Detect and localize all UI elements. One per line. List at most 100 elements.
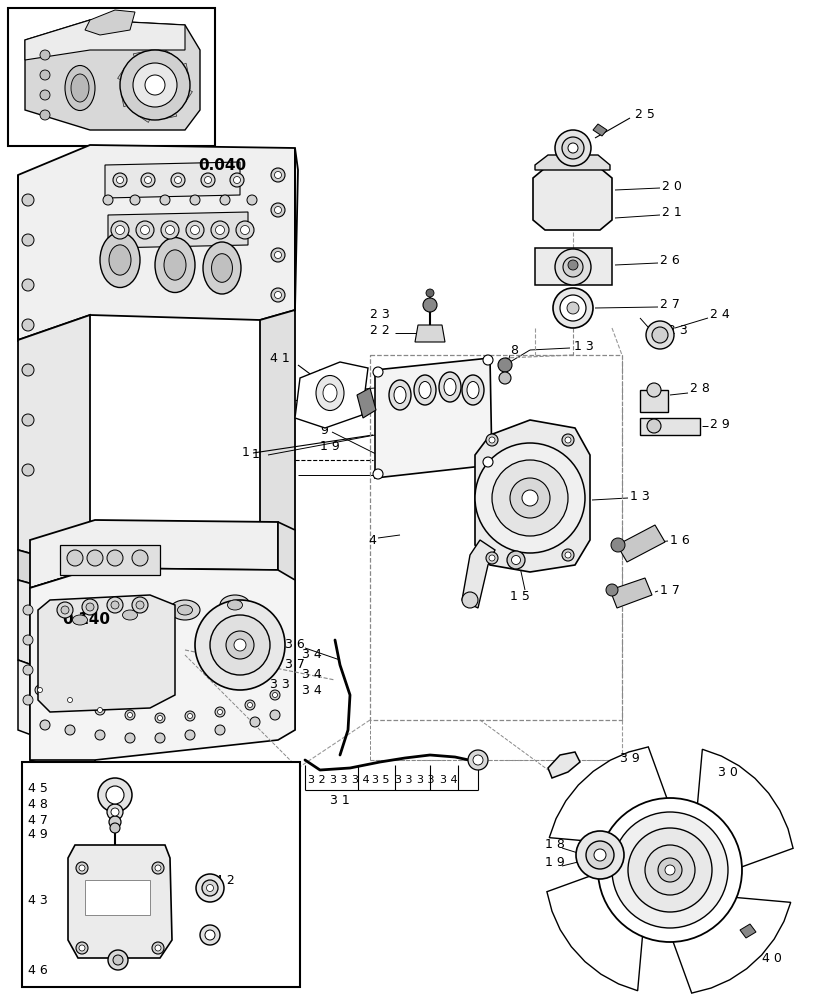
- Circle shape: [274, 172, 282, 178]
- Circle shape: [111, 808, 119, 816]
- Circle shape: [190, 195, 200, 205]
- Circle shape: [103, 195, 113, 205]
- Circle shape: [274, 292, 282, 298]
- Circle shape: [57, 602, 73, 618]
- Circle shape: [40, 70, 50, 80]
- Circle shape: [211, 221, 229, 239]
- Polygon shape: [18, 560, 295, 685]
- Circle shape: [475, 443, 585, 553]
- Ellipse shape: [439, 372, 461, 402]
- Text: 3 6: 3 6: [285, 639, 304, 652]
- Circle shape: [152, 862, 164, 874]
- Text: 3 3: 3 3: [270, 678, 290, 692]
- Circle shape: [127, 712, 132, 718]
- Polygon shape: [30, 520, 278, 588]
- Circle shape: [38, 688, 42, 692]
- Text: 4 6: 4 6: [28, 964, 48, 976]
- Text: 8: 8: [510, 344, 518, 357]
- Ellipse shape: [203, 242, 241, 294]
- Circle shape: [568, 143, 578, 153]
- Circle shape: [565, 437, 571, 443]
- Text: 3 5: 3 5: [372, 775, 389, 785]
- Circle shape: [133, 63, 177, 107]
- Circle shape: [652, 327, 668, 343]
- Circle shape: [565, 552, 571, 558]
- Ellipse shape: [462, 375, 484, 405]
- Ellipse shape: [444, 378, 456, 395]
- Circle shape: [498, 358, 512, 372]
- Circle shape: [111, 601, 119, 609]
- Circle shape: [130, 195, 140, 205]
- Circle shape: [230, 173, 244, 187]
- Circle shape: [658, 858, 682, 882]
- Circle shape: [185, 730, 195, 740]
- Circle shape: [107, 597, 123, 613]
- Circle shape: [125, 710, 135, 720]
- Circle shape: [40, 720, 50, 730]
- Text: 2 9: 2 9: [710, 418, 730, 432]
- Text: 2 3: 2 3: [668, 324, 688, 336]
- Text: 3 3: 3 3: [330, 775, 348, 785]
- Text: 4 2: 4 2: [215, 874, 235, 886]
- Polygon shape: [155, 48, 172, 66]
- Text: 4 5: 4 5: [28, 782, 48, 794]
- Text: 3 2: 3 2: [308, 775, 326, 785]
- Bar: [370, 355, 622, 720]
- Text: 1 6: 1 6: [670, 534, 690, 546]
- Text: 3 3: 3 3: [417, 775, 434, 785]
- Text: 3 4: 3 4: [440, 775, 458, 785]
- Circle shape: [489, 437, 495, 443]
- Circle shape: [462, 592, 478, 608]
- Polygon shape: [18, 145, 298, 340]
- Circle shape: [486, 552, 498, 564]
- Text: 1 9: 1 9: [545, 856, 565, 868]
- Text: 3 0: 3 0: [718, 766, 738, 780]
- Polygon shape: [640, 390, 668, 412]
- Text: 1: 1: [242, 446, 250, 460]
- Circle shape: [125, 733, 135, 743]
- Polygon shape: [138, 104, 155, 122]
- Circle shape: [270, 710, 280, 720]
- Circle shape: [612, 812, 728, 928]
- Circle shape: [555, 130, 591, 166]
- Circle shape: [67, 550, 83, 566]
- Ellipse shape: [323, 384, 337, 402]
- Polygon shape: [68, 845, 172, 958]
- Text: 1 4: 1 4: [318, 368, 338, 381]
- Polygon shape: [617, 525, 665, 562]
- Circle shape: [510, 478, 550, 518]
- Polygon shape: [475, 420, 590, 572]
- Text: 1 3: 1 3: [574, 340, 594, 354]
- Circle shape: [205, 930, 215, 940]
- Text: 4 9: 4 9: [28, 828, 48, 842]
- Polygon shape: [161, 101, 177, 119]
- Ellipse shape: [115, 605, 145, 625]
- Text: 2 7: 2 7: [660, 298, 680, 312]
- Circle shape: [274, 251, 282, 258]
- Circle shape: [132, 550, 148, 566]
- Circle shape: [606, 584, 618, 596]
- Circle shape: [271, 248, 285, 262]
- Bar: [8, 8, 215, 146]
- Text: 3 9: 3 9: [620, 752, 640, 764]
- Polygon shape: [415, 325, 445, 342]
- Circle shape: [562, 137, 584, 159]
- Circle shape: [188, 714, 193, 718]
- Polygon shape: [133, 51, 149, 69]
- Polygon shape: [672, 897, 791, 993]
- Circle shape: [473, 755, 483, 765]
- Circle shape: [76, 862, 88, 874]
- Ellipse shape: [170, 600, 200, 620]
- Circle shape: [576, 831, 624, 879]
- Circle shape: [507, 551, 525, 569]
- Circle shape: [82, 599, 98, 615]
- Circle shape: [598, 798, 742, 942]
- Ellipse shape: [394, 386, 406, 403]
- Circle shape: [107, 804, 123, 820]
- Polygon shape: [548, 752, 580, 778]
- Circle shape: [175, 176, 181, 184]
- Circle shape: [210, 615, 270, 675]
- Polygon shape: [105, 162, 240, 198]
- Circle shape: [171, 173, 185, 187]
- Polygon shape: [375, 358, 492, 478]
